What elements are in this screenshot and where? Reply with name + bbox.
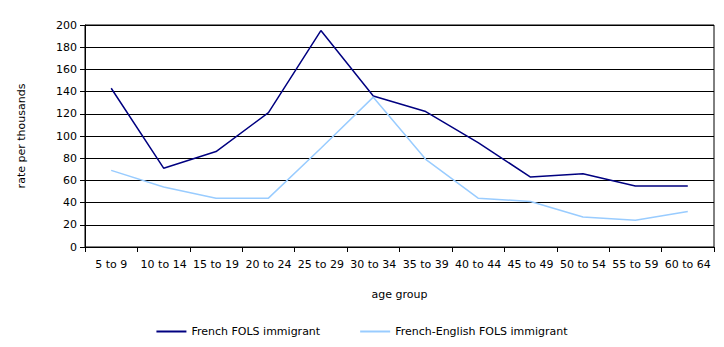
svg-text:20: 20 [63,218,77,231]
svg-text:5 to 9: 5 to 9 [95,258,127,271]
svg-text:60 to 64: 60 to 64 [665,258,711,271]
svg-text:10 to 14: 10 to 14 [141,258,187,271]
svg-text:120: 120 [56,107,77,120]
svg-text:French FOLS immigrant: French FOLS immigrant [191,325,320,338]
svg-text:35 to 39: 35 to 39 [403,258,449,271]
svg-text:200: 200 [56,19,77,32]
svg-text:40 to 44: 40 to 44 [455,258,501,271]
svg-text:30 to 34: 30 to 34 [350,258,396,271]
svg-text:160: 160 [56,63,77,76]
svg-text:140: 140 [56,85,77,98]
svg-text:55 to 59: 55 to 59 [612,258,658,271]
svg-text:100: 100 [56,130,77,143]
svg-text:French-English FOLS immigrant: French-English FOLS immigrant [395,325,568,338]
svg-text:45 to 49: 45 to 49 [508,258,554,271]
svg-text:rate per thousands: rate per thousands [15,83,28,188]
svg-text:15 to 19: 15 to 19 [193,258,239,271]
svg-text:40: 40 [63,196,77,209]
svg-text:80: 80 [63,152,77,165]
svg-text:age group: age group [372,288,428,301]
svg-text:0: 0 [70,241,77,254]
svg-text:50 to 54: 50 to 54 [560,258,606,271]
svg-text:20 to 24: 20 to 24 [245,258,291,271]
svg-text:60: 60 [63,174,77,187]
svg-text:25 to 29: 25 to 29 [298,258,344,271]
svg-text:180: 180 [56,41,77,54]
